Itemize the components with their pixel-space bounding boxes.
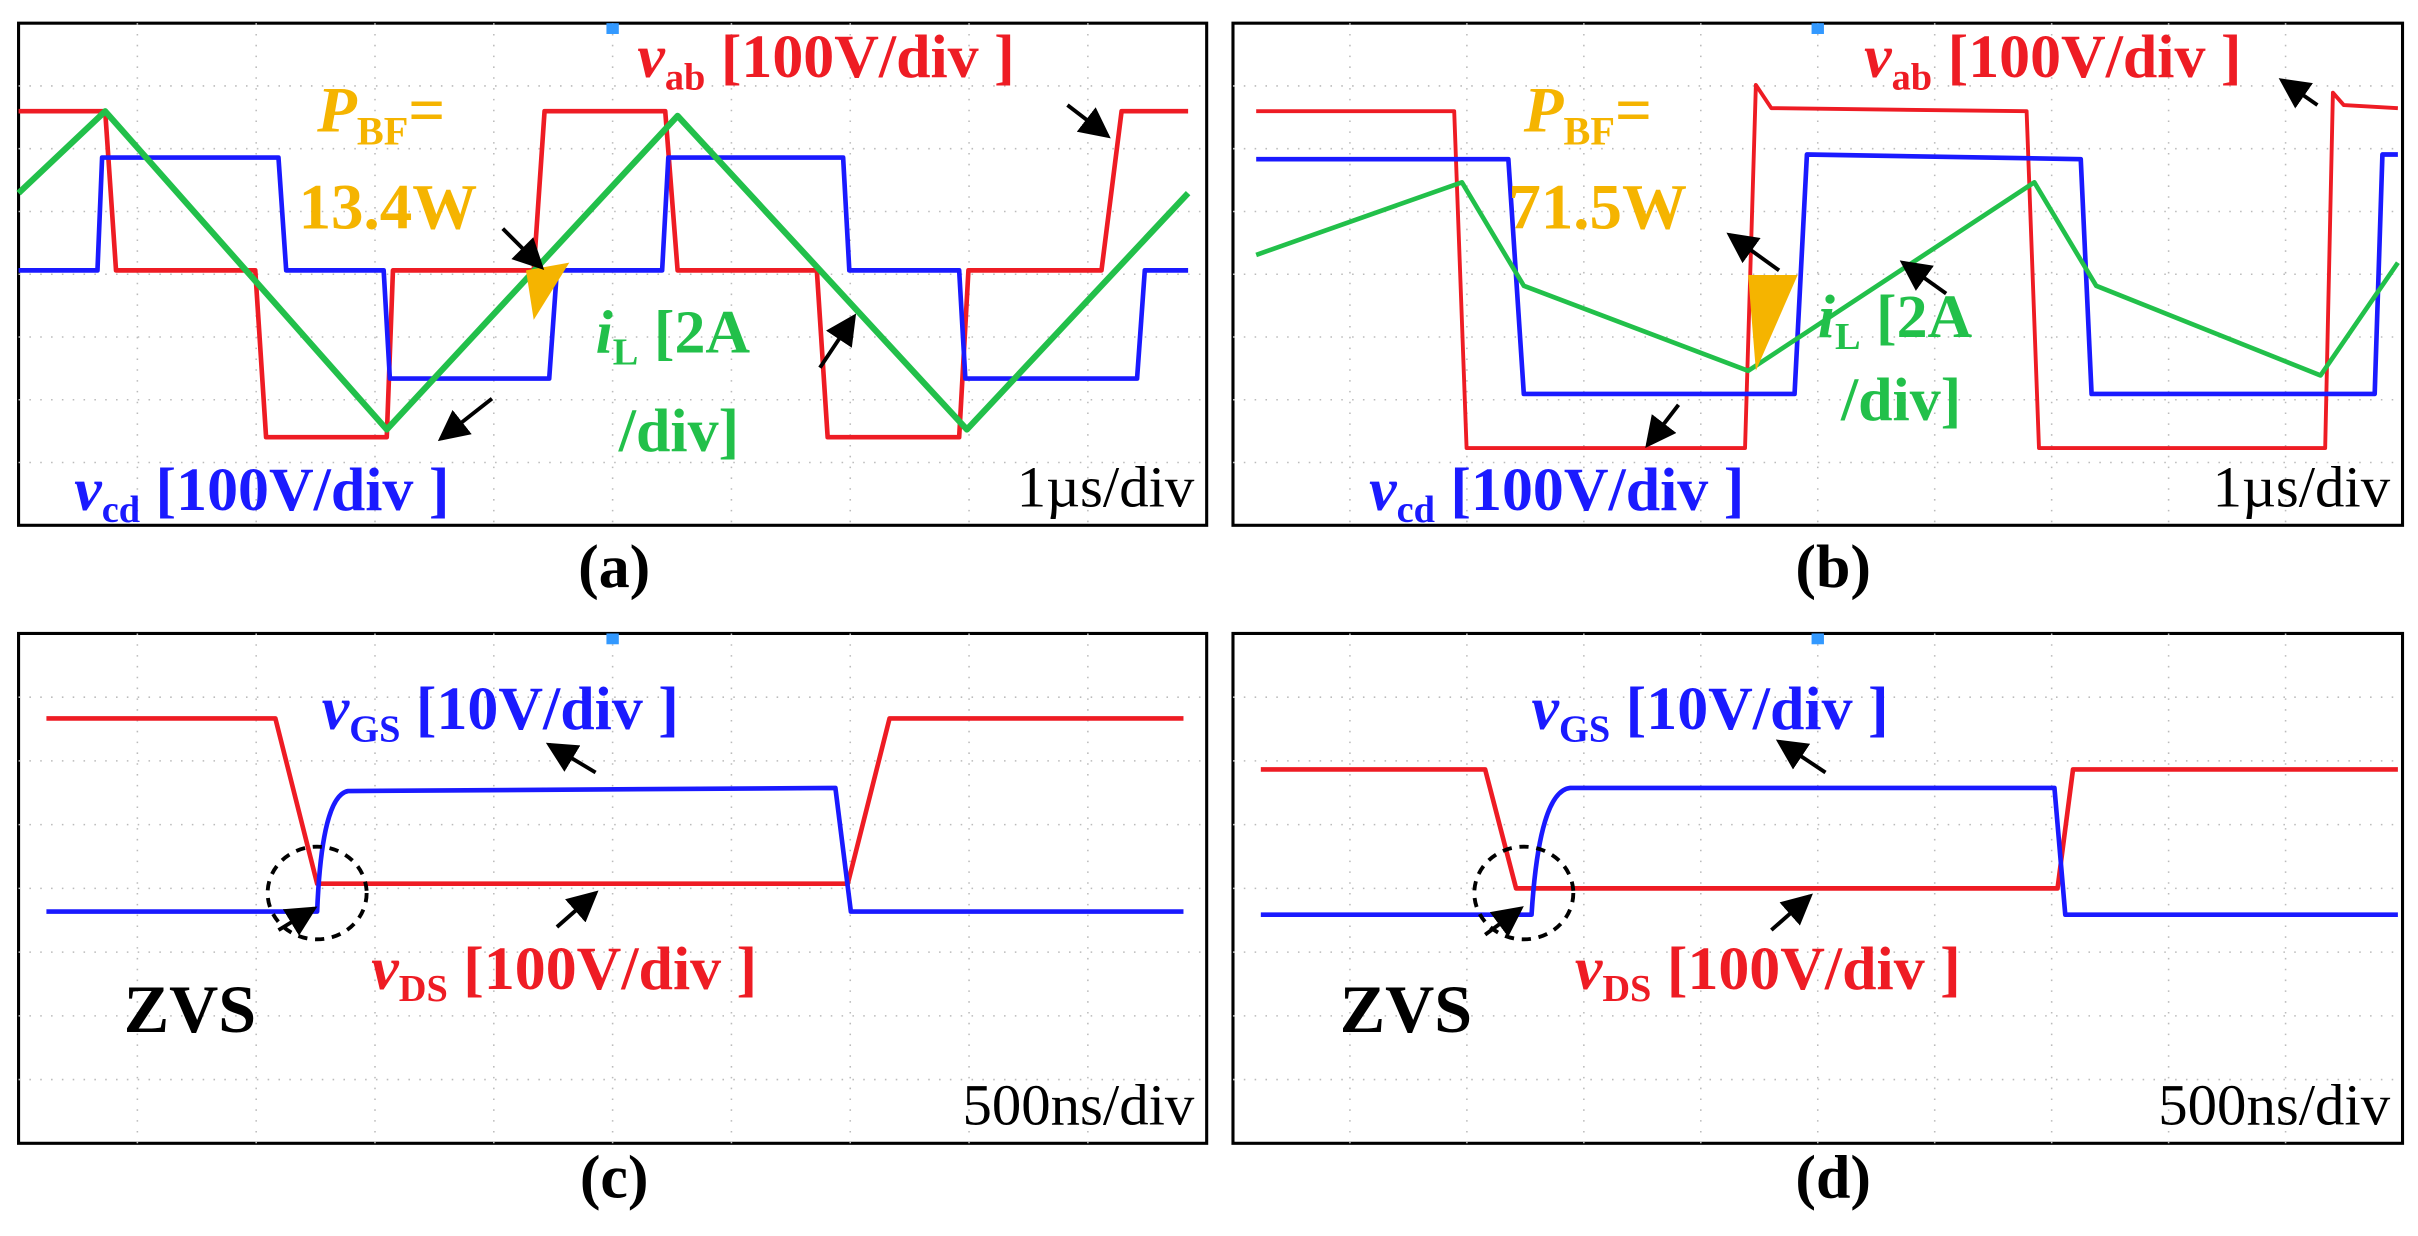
arrow (1645, 403, 1681, 449)
waveform (1260, 785, 2398, 917)
signal-label: vcd [100V/div ] (74, 456, 449, 531)
trigger-marker (606, 633, 619, 645)
panel-label: (b) (1795, 533, 1871, 601)
scale: [100V/div ] (1667, 935, 1961, 1003)
subscript: L (613, 332, 639, 374)
waveform (46, 716, 1184, 887)
subscript: BF (357, 108, 408, 153)
symbol: v (1575, 935, 1603, 1003)
scope-screen (17, 21, 1209, 527)
power-value: 13.4W (299, 172, 478, 244)
trigger-marker (1811, 23, 1824, 34)
timebase: 500ns/div (2158, 1073, 2390, 1138)
scale: [2A (654, 298, 751, 366)
panel-label: (d) (1795, 1143, 1871, 1211)
arrow (1726, 232, 1781, 272)
scale: [2A (1876, 283, 1973, 351)
scale: [100V/div ] (1948, 23, 2242, 91)
arrow (437, 397, 494, 442)
power-value: 71.5W (1508, 172, 1687, 244)
arrow (2278, 78, 2319, 109)
panel-label: (a) (578, 533, 650, 601)
waveform (1256, 83, 2398, 450)
power-area (1748, 275, 1798, 371)
scale: [10V/div ] (416, 675, 679, 743)
signal-label: vDS [100V/div ] (1575, 935, 1961, 1010)
symbol: P (316, 74, 358, 146)
scale: /div] (1840, 366, 1961, 434)
symbol: v (637, 23, 665, 91)
scale: [10V/div ] (1626, 675, 1889, 743)
arrow (545, 742, 597, 775)
subscript: GS (1559, 709, 1610, 751)
waveform (1260, 767, 2398, 891)
power-area (525, 262, 570, 320)
signal-label: vGS [10V/div ] (1532, 675, 1889, 750)
signal-label: vGS [10V/div ] (322, 675, 679, 750)
trigger-marker (1811, 633, 1824, 645)
symbol: i (1818, 283, 1835, 351)
scale: /div] (618, 397, 739, 465)
arrow (1066, 103, 1111, 139)
annotation: ZVS (124, 971, 256, 1047)
arrow (1483, 906, 1524, 937)
subscript: L (1835, 316, 1861, 358)
subscript: BF (1564, 108, 1615, 153)
signal-label: vcd [100V/div ] (1369, 456, 1744, 531)
subscript: ab (665, 57, 706, 99)
signal-label: vab [100V/div ] (637, 23, 1014, 98)
waveform (18, 108, 1189, 440)
timebase: 1µs/div (2213, 455, 2391, 520)
zvs-circle (265, 844, 369, 942)
timebase: 500ns/div (962, 1073, 1194, 1138)
waveform (46, 785, 1184, 914)
arrow (818, 313, 857, 369)
equals: = (1615, 74, 1652, 146)
arrow (277, 906, 318, 936)
symbol: P (1523, 74, 1565, 146)
arrow (1775, 739, 1827, 775)
panel-label: (c) (580, 1143, 649, 1211)
power-label: PBF= (316, 74, 445, 153)
symbol: v (371, 935, 399, 1003)
scale: [100V/div ] (463, 935, 757, 1003)
signal-label: iL [2A (1818, 283, 1973, 358)
arrow (501, 227, 545, 271)
symbol: v (1864, 23, 1892, 91)
scale: [100V/div ] (1450, 456, 1744, 524)
power-label: PBF= (1523, 74, 1652, 153)
subscript: DS (399, 968, 448, 1010)
arrow (1770, 893, 1813, 932)
signal-label: vDS [100V/div ] (371, 935, 757, 1010)
symbol: v (322, 675, 350, 743)
subscript: cd (102, 489, 140, 531)
symbol: i (596, 298, 613, 366)
symbol: v (74, 456, 102, 524)
subscript: DS (1602, 968, 1651, 1010)
zvs-circle (1472, 844, 1576, 942)
scale: [100V/div ] (156, 456, 450, 524)
timebase: 1µs/div (1017, 455, 1195, 520)
symbol: v (1369, 456, 1397, 524)
waveform (18, 155, 1189, 381)
equals: = (408, 74, 445, 146)
subscript: GS (349, 709, 400, 751)
trigger-marker (606, 23, 619, 34)
waveform (1255, 179, 2400, 378)
subscript: cd (1397, 489, 1435, 531)
scale: [100V/div ] (721, 23, 1015, 91)
annotation: ZVS (1340, 971, 1472, 1047)
signal-label: vab [100V/div ] (1864, 23, 2241, 98)
subscript: ab (1892, 57, 1933, 99)
symbol: v (1532, 675, 1560, 743)
arrow (1899, 260, 1948, 296)
signal-label: iL [2A (596, 298, 751, 373)
arrow (555, 890, 599, 929)
